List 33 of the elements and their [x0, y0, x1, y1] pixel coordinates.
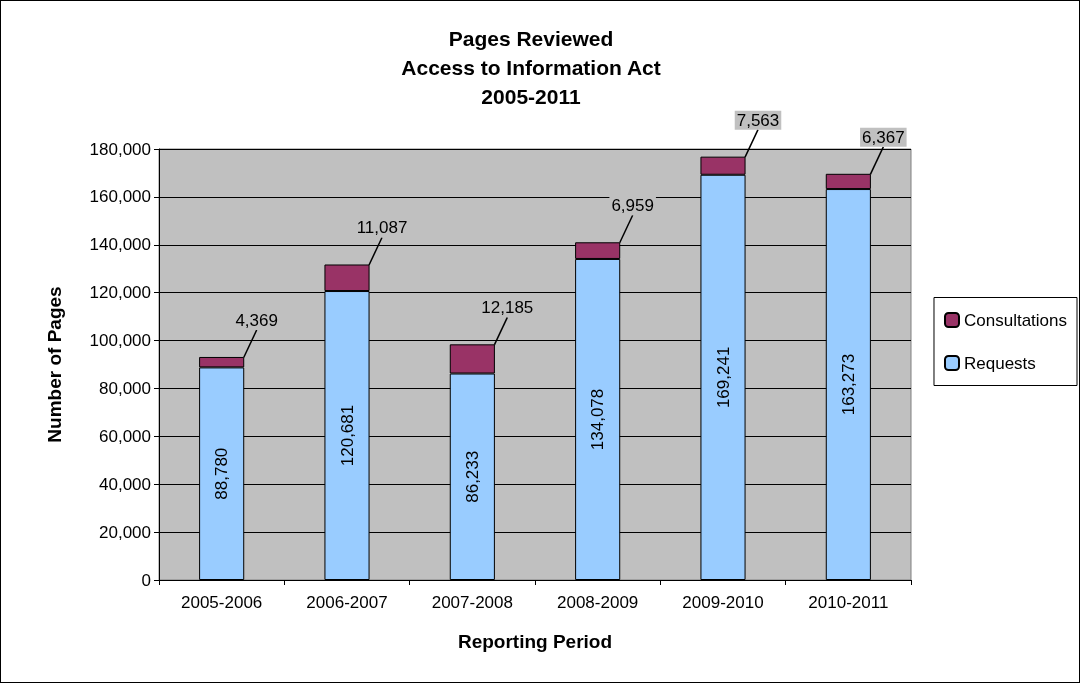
y-tick-label: 100,000: [89, 331, 151, 351]
y-tick-label: 40,000: [99, 474, 151, 494]
x-tick-label: 2006-2007: [306, 593, 388, 612]
x-tick-label: 2008-2009: [557, 593, 639, 612]
data-label: 169,241: [713, 346, 733, 409]
y-tick-label: 180,000: [89, 139, 151, 159]
y-tick-label: 0: [141, 570, 151, 590]
x-axis-title: Reporting Period: [457, 631, 613, 652]
data-label: 12,185: [481, 298, 534, 318]
x-tick-label: 2009-2010: [682, 593, 764, 612]
x-tick-label: 2010-2011: [808, 593, 889, 612]
y-tick-label: 20,000: [99, 522, 151, 542]
data-label: 120,681: [337, 404, 357, 467]
data-label: 134,078: [588, 388, 608, 451]
data-label: 6,959: [611, 196, 654, 216]
y-axis-title: Number of Pages: [44, 286, 65, 443]
chart-title: Pages Reviewed Access to Information Act 2005-2011: [401, 27, 661, 108]
y-tick-label: 80,000: [99, 378, 151, 398]
data-label: 6,367: [862, 127, 905, 147]
y-tick-label: 120,000: [89, 283, 151, 303]
data-label: 163,273: [838, 353, 858, 416]
x-tick-label: 2007-2008: [431, 593, 513, 612]
legend-label: Requests: [964, 353, 1036, 373]
data-label: 7,563: [736, 110, 780, 130]
legend-label: Consultations: [964, 310, 1068, 330]
y-tick-label: 140,000: [89, 235, 151, 255]
data-label: 4,369: [235, 310, 278, 330]
y-tick-label: 160,000: [89, 187, 151, 207]
x-tick-label: 2005-2006: [181, 593, 263, 612]
data-label: 88,780: [212, 447, 232, 500]
y-tick-label: 60,000: [99, 426, 151, 446]
data-label: 11,087: [356, 218, 408, 238]
data-label: 86,233: [462, 450, 482, 503]
